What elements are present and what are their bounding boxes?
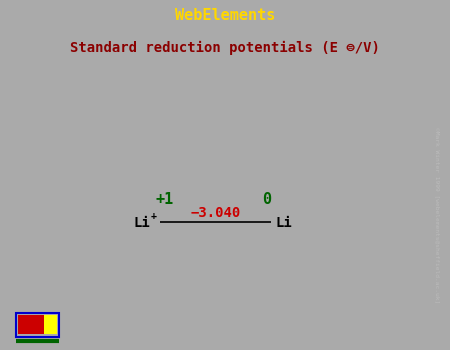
Text: 0: 0 bbox=[262, 192, 271, 207]
Text: WebElements: WebElements bbox=[175, 8, 275, 23]
Text: Li: Li bbox=[133, 216, 150, 230]
Text: Standard reduction potentials (E ⊜/V): Standard reduction potentials (E ⊜/V) bbox=[70, 41, 380, 55]
Text: ©Mark Winter 1999 [webelements@sheffield.ac.uk]: ©Mark Winter 1999 [webelements@sheffield… bbox=[435, 127, 440, 303]
Text: Li: Li bbox=[275, 216, 292, 230]
Text: −3.040: −3.040 bbox=[190, 206, 241, 220]
Text: +: + bbox=[151, 211, 157, 220]
Bar bbox=[16, 313, 59, 337]
Text: +1: +1 bbox=[156, 192, 174, 207]
Bar bbox=[45, 315, 57, 334]
Bar bbox=[18, 315, 44, 334]
